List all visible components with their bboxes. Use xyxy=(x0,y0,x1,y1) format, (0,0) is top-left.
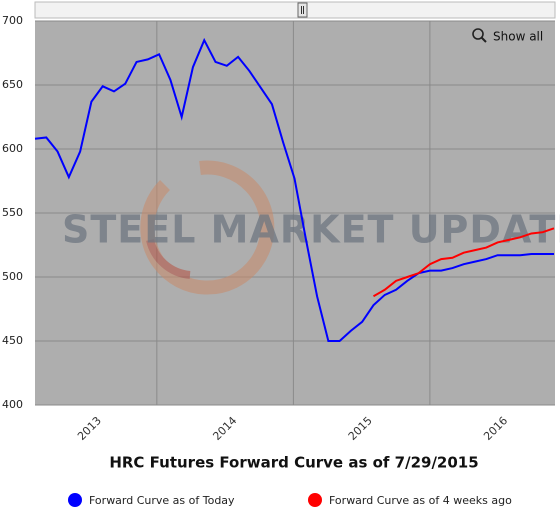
series-line xyxy=(34,37,554,342)
legend-label: Forward Curve as of Today xyxy=(89,494,235,507)
legend-label: Forward Curve as of 4 weeks ago xyxy=(329,494,512,507)
x-tick-label: 2016 xyxy=(481,414,510,443)
legend-marker xyxy=(308,493,322,507)
navigator-bar[interactable] xyxy=(34,1,556,19)
y-tick-label: 550 xyxy=(2,206,23,219)
legend-marker xyxy=(68,493,82,507)
y-tick-label: 400 xyxy=(2,398,23,411)
series-line xyxy=(372,227,555,298)
x-tick-label: 2013 xyxy=(75,414,104,443)
watermark-logo xyxy=(140,160,275,295)
navigator-handle[interactable] xyxy=(297,2,308,18)
x-tick-label: 2015 xyxy=(346,414,375,443)
chart-title: HRC Futures Forward Curve as of 7/29/201… xyxy=(109,454,478,472)
zoom-icon xyxy=(472,28,484,40)
zoom-icon xyxy=(480,36,487,43)
y-tick-label: 650 xyxy=(2,78,23,91)
y-tick-label: 450 xyxy=(2,334,23,347)
y-tick-label: 500 xyxy=(2,270,23,283)
x-tick-label: 2014 xyxy=(210,414,239,443)
lines xyxy=(34,37,555,342)
watermark: STEEL MARKET UPDATE xyxy=(62,208,560,252)
y-tick-label: 600 xyxy=(2,142,23,155)
y-tick-label: 700 xyxy=(2,14,23,27)
show-all-label[interactable]: Show all xyxy=(493,30,543,44)
show-all-button[interactable]: Show all xyxy=(472,28,543,44)
